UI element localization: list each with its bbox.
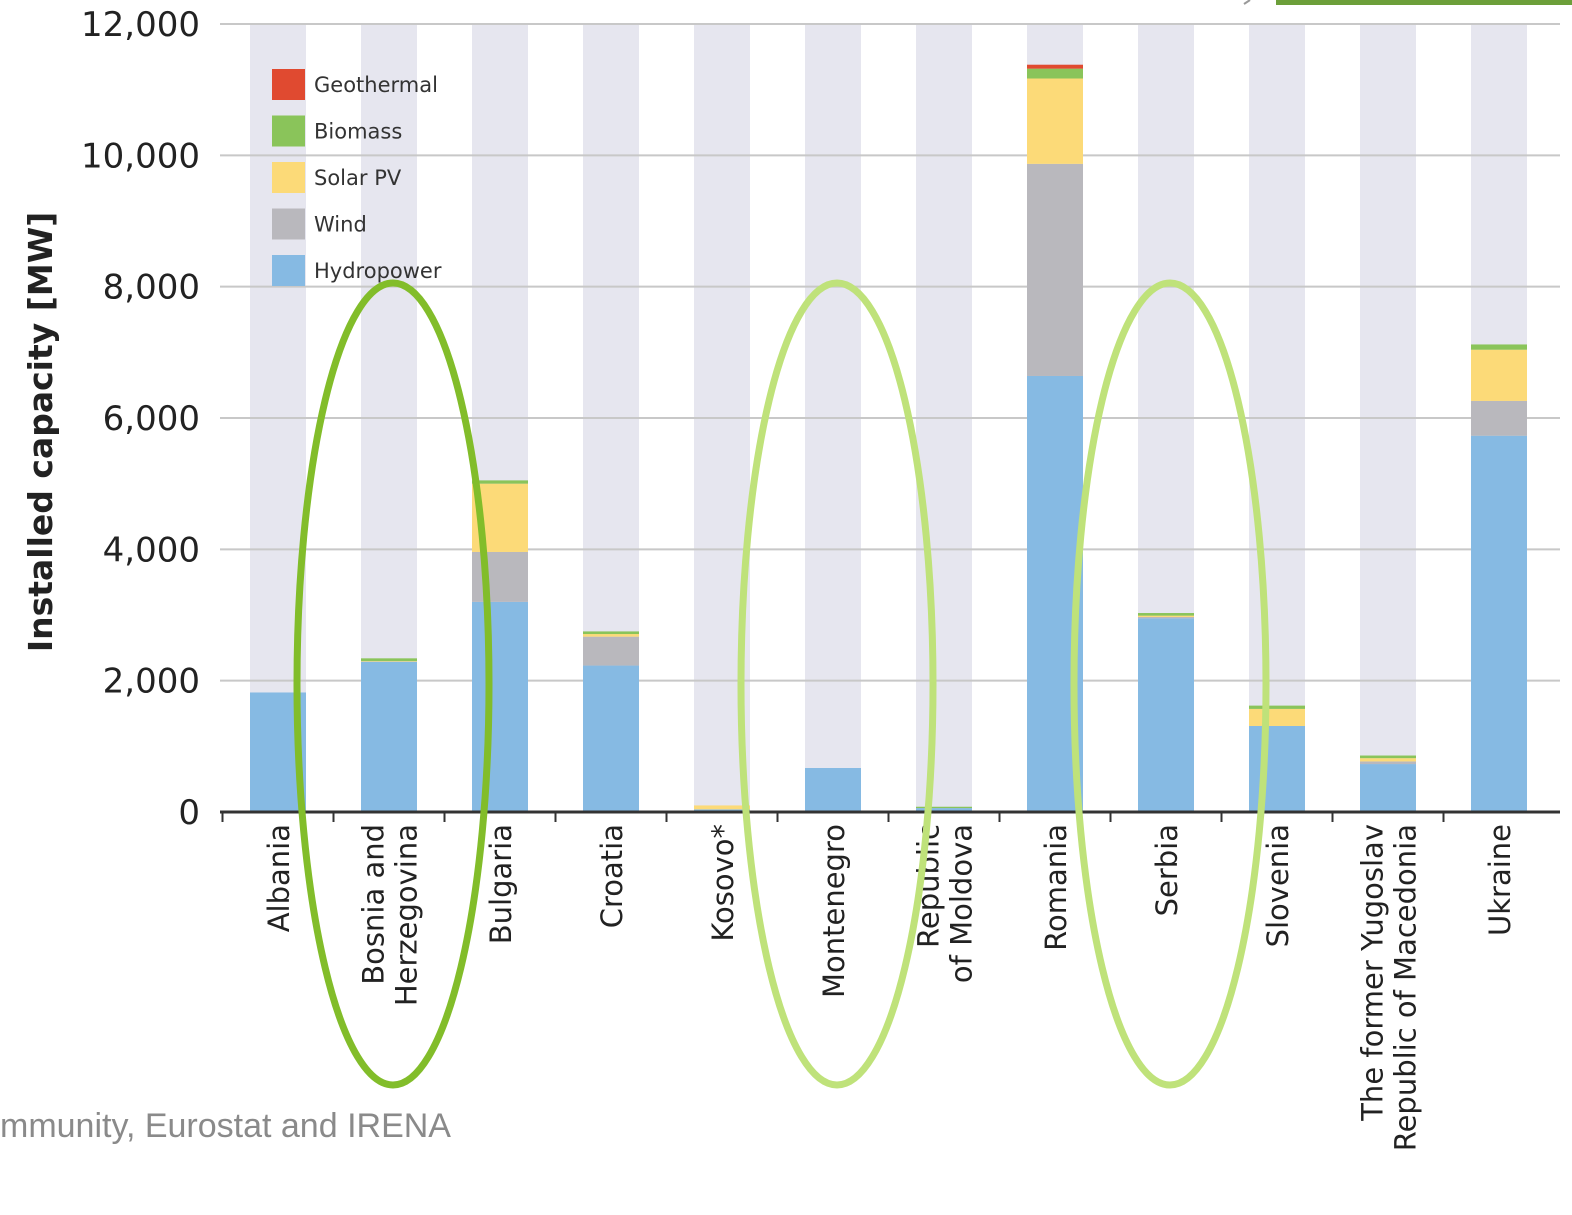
y-tick-label: 8,000 [103, 268, 200, 308]
bar-bulgaria-hydropower [472, 601, 528, 812]
y-tick-label: 2,000 [103, 662, 200, 702]
highlight-ellipse-bosnia-and-herzegovina [293, 279, 493, 1089]
bar-republic-of-moldova-biomass [916, 806, 972, 809]
bar-ukraine-solar-pv [1471, 349, 1527, 401]
bar-ukraine-wind [1471, 400, 1527, 436]
bar-serbia-wind [1138, 616, 1194, 619]
bar-serbia-biomass [1138, 613, 1194, 616]
gridlines [220, 23, 1560, 682]
highlight-ellipse-montenegro [737, 279, 937, 1089]
category-label-montenegro: Montenegro [817, 824, 851, 998]
bar-kosovo-solar-pv [694, 805, 750, 810]
y-tick-label: 0 [178, 793, 200, 833]
y-axis-label: Installed capacity [MW] [21, 212, 60, 652]
bar-romania-geothermal [1027, 64, 1083, 69]
axes [220, 810, 1560, 822]
highlight-ellipses [293, 279, 1270, 1089]
bar-slovenia-solar-pv [1249, 708, 1305, 726]
legend-swatch-geothermal [272, 69, 305, 100]
y-tick-label: 4,000 [103, 530, 200, 570]
legend-swatch-biomass [272, 115, 305, 147]
category-label-ukraine: Ukraine [1483, 824, 1517, 936]
bar-bosnia-and-herzegovina-hydropower [361, 661, 417, 812]
bar-romania-wind [1027, 163, 1083, 376]
bar-serbia-solar-pv [1138, 615, 1194, 617]
bar-bosnia-and-herzegovina-biomass [361, 658, 417, 661]
y-tick-label: 12,000 [81, 5, 200, 45]
bar-republic-of-moldova-hydropower [916, 808, 972, 812]
bar-serbia-hydropower [1138, 618, 1194, 812]
legend-label-wind: Wind [314, 213, 367, 237]
bar-romania-biomass [1027, 68, 1083, 79]
bar-bulgaria-wind [472, 551, 528, 602]
category-label-croatia: Croatia [595, 824, 629, 928]
legend-label-biomass: Biomass [314, 120, 402, 144]
bar-ukraine-biomass [1471, 344, 1527, 350]
y-tick-label: 10,000 [81, 136, 200, 176]
y-tick-labels: 0 2,000 4,000 6,000 8,000 10,000 12,000 [81, 5, 200, 833]
bar-slovenia-hydropower [1249, 725, 1305, 812]
category-label-romania: Romania [1039, 824, 1073, 951]
legend-swatch-hydropower [272, 255, 305, 286]
bar-the-former-yugoslav-republic-of-macedonia-biomass [1360, 755, 1416, 759]
bar-croatia-solar-pv [583, 634, 639, 637]
bar-the-former-yugoslav-republic-of-macedonia-solar-pv [1360, 758, 1416, 762]
category-labels: Albania Bosnia andHerzegovina Bulgaria Croa… [262, 824, 1517, 1151]
corner-accent [1243, 0, 1572, 5]
bar-the-former-yugoslav-republic-of-macedonia-wind [1360, 761, 1416, 765]
legend-swatch-wind [272, 208, 305, 240]
category-label-kosovo: Kosovo* [706, 824, 740, 942]
bar-the-former-yugoslav-republic-of-macedonia-hydropower [1360, 764, 1416, 812]
category-label-republic-of-moldova: Republicof Moldova [912, 824, 979, 983]
legend-swatch-solar-pv [272, 162, 305, 193]
legend-label-hydropower: Hydropower [314, 259, 442, 283]
bar-croatia-biomass [583, 631, 639, 635]
legend: Geothermal Biomass Solar PV Wind Hydropower [272, 69, 442, 286]
category-label-bosnia-and-herzegovina: Bosnia andHerzegovina [357, 824, 424, 1006]
bar-ukraine-hydropower [1471, 435, 1527, 812]
bar-bosnia-and-herzegovina-solar-pv [361, 660, 417, 662]
bar-romania-solar-pv [1027, 78, 1083, 164]
bar-bulgaria-biomass [472, 480, 528, 484]
bar-montenegro-hydropower [805, 768, 861, 812]
source-note: mmunity, Eurostat and IRENA [0, 1107, 451, 1145]
bar-croatia-wind [583, 636, 639, 666]
legend-label-solar-pv: Solar PV [314, 166, 402, 190]
legend-label-geothermal: Geothermal [314, 73, 438, 97]
highlight-ellipse-serbia [1070, 279, 1270, 1089]
category-label-the-former-yugoslav-republic-of-macedonia: The former YugoslavRepublic of Macedonia [1356, 824, 1423, 1151]
category-label-bulgaria: Bulgaria [484, 824, 518, 944]
bars [250, 64, 1527, 812]
category-label-slovenia: Slovenia [1261, 824, 1295, 947]
y-tick-label: 6,000 [103, 399, 200, 439]
bar-slovenia-biomass [1249, 705, 1305, 709]
category-label-serbia: Serbia [1150, 824, 1184, 916]
bar-croatia-hydropower [583, 665, 639, 812]
category-label-albania: Albania [262, 824, 296, 932]
